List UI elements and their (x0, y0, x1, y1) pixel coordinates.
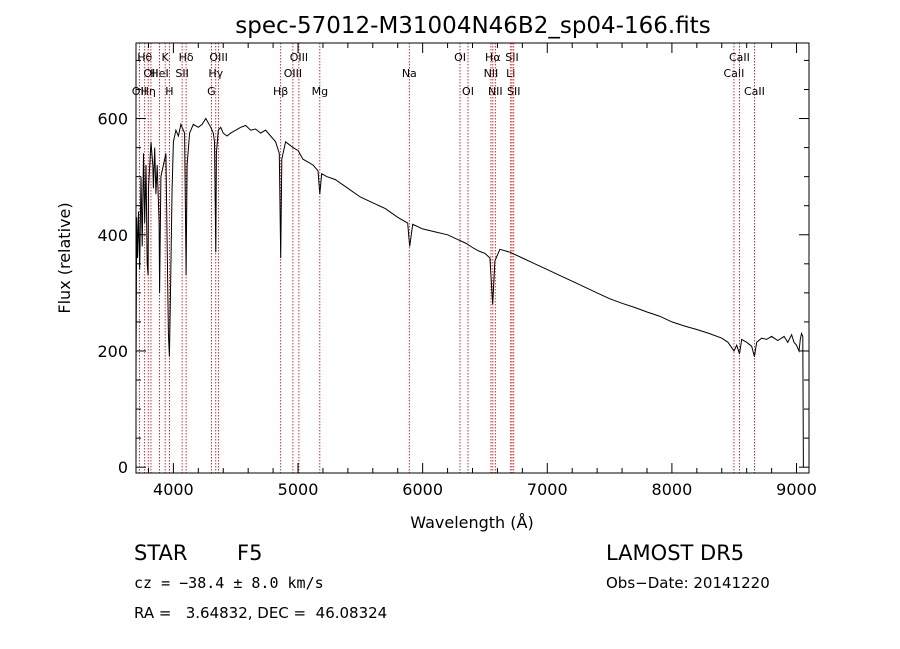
spectral-line-label: SII (505, 51, 518, 64)
spectrum-series-line (135, 117, 804, 468)
y-tick-label: 600 (97, 110, 128, 129)
spectral-line-label: K (162, 51, 170, 64)
y-axis-label: Flux (relative) (55, 202, 74, 313)
spectral-line-label: Hθ (137, 51, 152, 64)
spectral-line-label: SII (507, 85, 520, 98)
x-axis-label: Wavelength (Å) (410, 513, 533, 532)
x-tick-label: 4000 (153, 480, 194, 499)
y-tick-label: 400 (97, 226, 128, 245)
spectral-line-label: OII (143, 67, 158, 80)
survey-name: LAMOST DR5 (606, 541, 745, 565)
spectral-line-label: OIII (209, 51, 227, 64)
spectral-line-label: G (207, 85, 216, 98)
spectral-line-label: Hγ (208, 67, 223, 80)
spectral-line-label: SII (175, 67, 188, 80)
spectral-line-label: OI (462, 85, 474, 98)
y-tick-label: 200 (97, 342, 128, 361)
spectral-line-label: OI (454, 51, 466, 64)
spectral-line-label: Hβ (273, 85, 288, 98)
spectral-line-label: CaII (744, 85, 765, 98)
observation-date: Obs−Date: 20141220 (606, 574, 770, 592)
x-tick-label: 7000 (527, 480, 568, 499)
chart-title: spec-57012-M31004N46B2_sp04-166.fits (235, 13, 710, 39)
object-subclass: F5 (237, 541, 263, 565)
plot-frame (135, 42, 810, 474)
spectral-line-label: Hη (141, 85, 156, 98)
spectral-line-label: HeI (150, 67, 168, 80)
x-axis: 4000 5000 6000 7000 8000 9000 (147, 43, 817, 499)
y-tick-label: 0 (118, 458, 128, 477)
spectral-line-markers: OIIHθHηOIIHeIKHSIIHδGHγOIIIHβOIIIOIIIMgN… (132, 43, 765, 473)
spectral-line-label: OIII (284, 67, 302, 80)
spectral-line-label: NII (484, 67, 499, 80)
spectral-line-label: Mg (312, 85, 328, 98)
spectral-line-label: NII (488, 85, 503, 98)
x-tick-label: 9000 (776, 480, 817, 499)
spectral-line-label: Na (402, 67, 417, 80)
object-class: STAR (134, 541, 188, 565)
spectral-line-label: H (165, 85, 173, 98)
spectral-line-label: Li (506, 67, 515, 80)
spectral-line-label: CaII (724, 67, 745, 80)
x-tick-label: 6000 (402, 480, 443, 499)
x-tick-label: 5000 (278, 480, 319, 499)
spectral-line-label: OIII (290, 51, 308, 64)
redshift-cz: cz = −38.4 ± 8.0 km/s (134, 574, 324, 592)
spectral-line-label: Hα (485, 51, 501, 64)
x-tick-label: 8000 (652, 480, 693, 499)
spectral-line-label: CaII (729, 51, 750, 64)
spectral-line-label: Hδ (179, 51, 194, 64)
ra-dec-coordinates: RA = 3.64832, DEC = 46.08324 (134, 604, 388, 622)
y-axis: 0 200 400 600 (97, 59, 809, 477)
